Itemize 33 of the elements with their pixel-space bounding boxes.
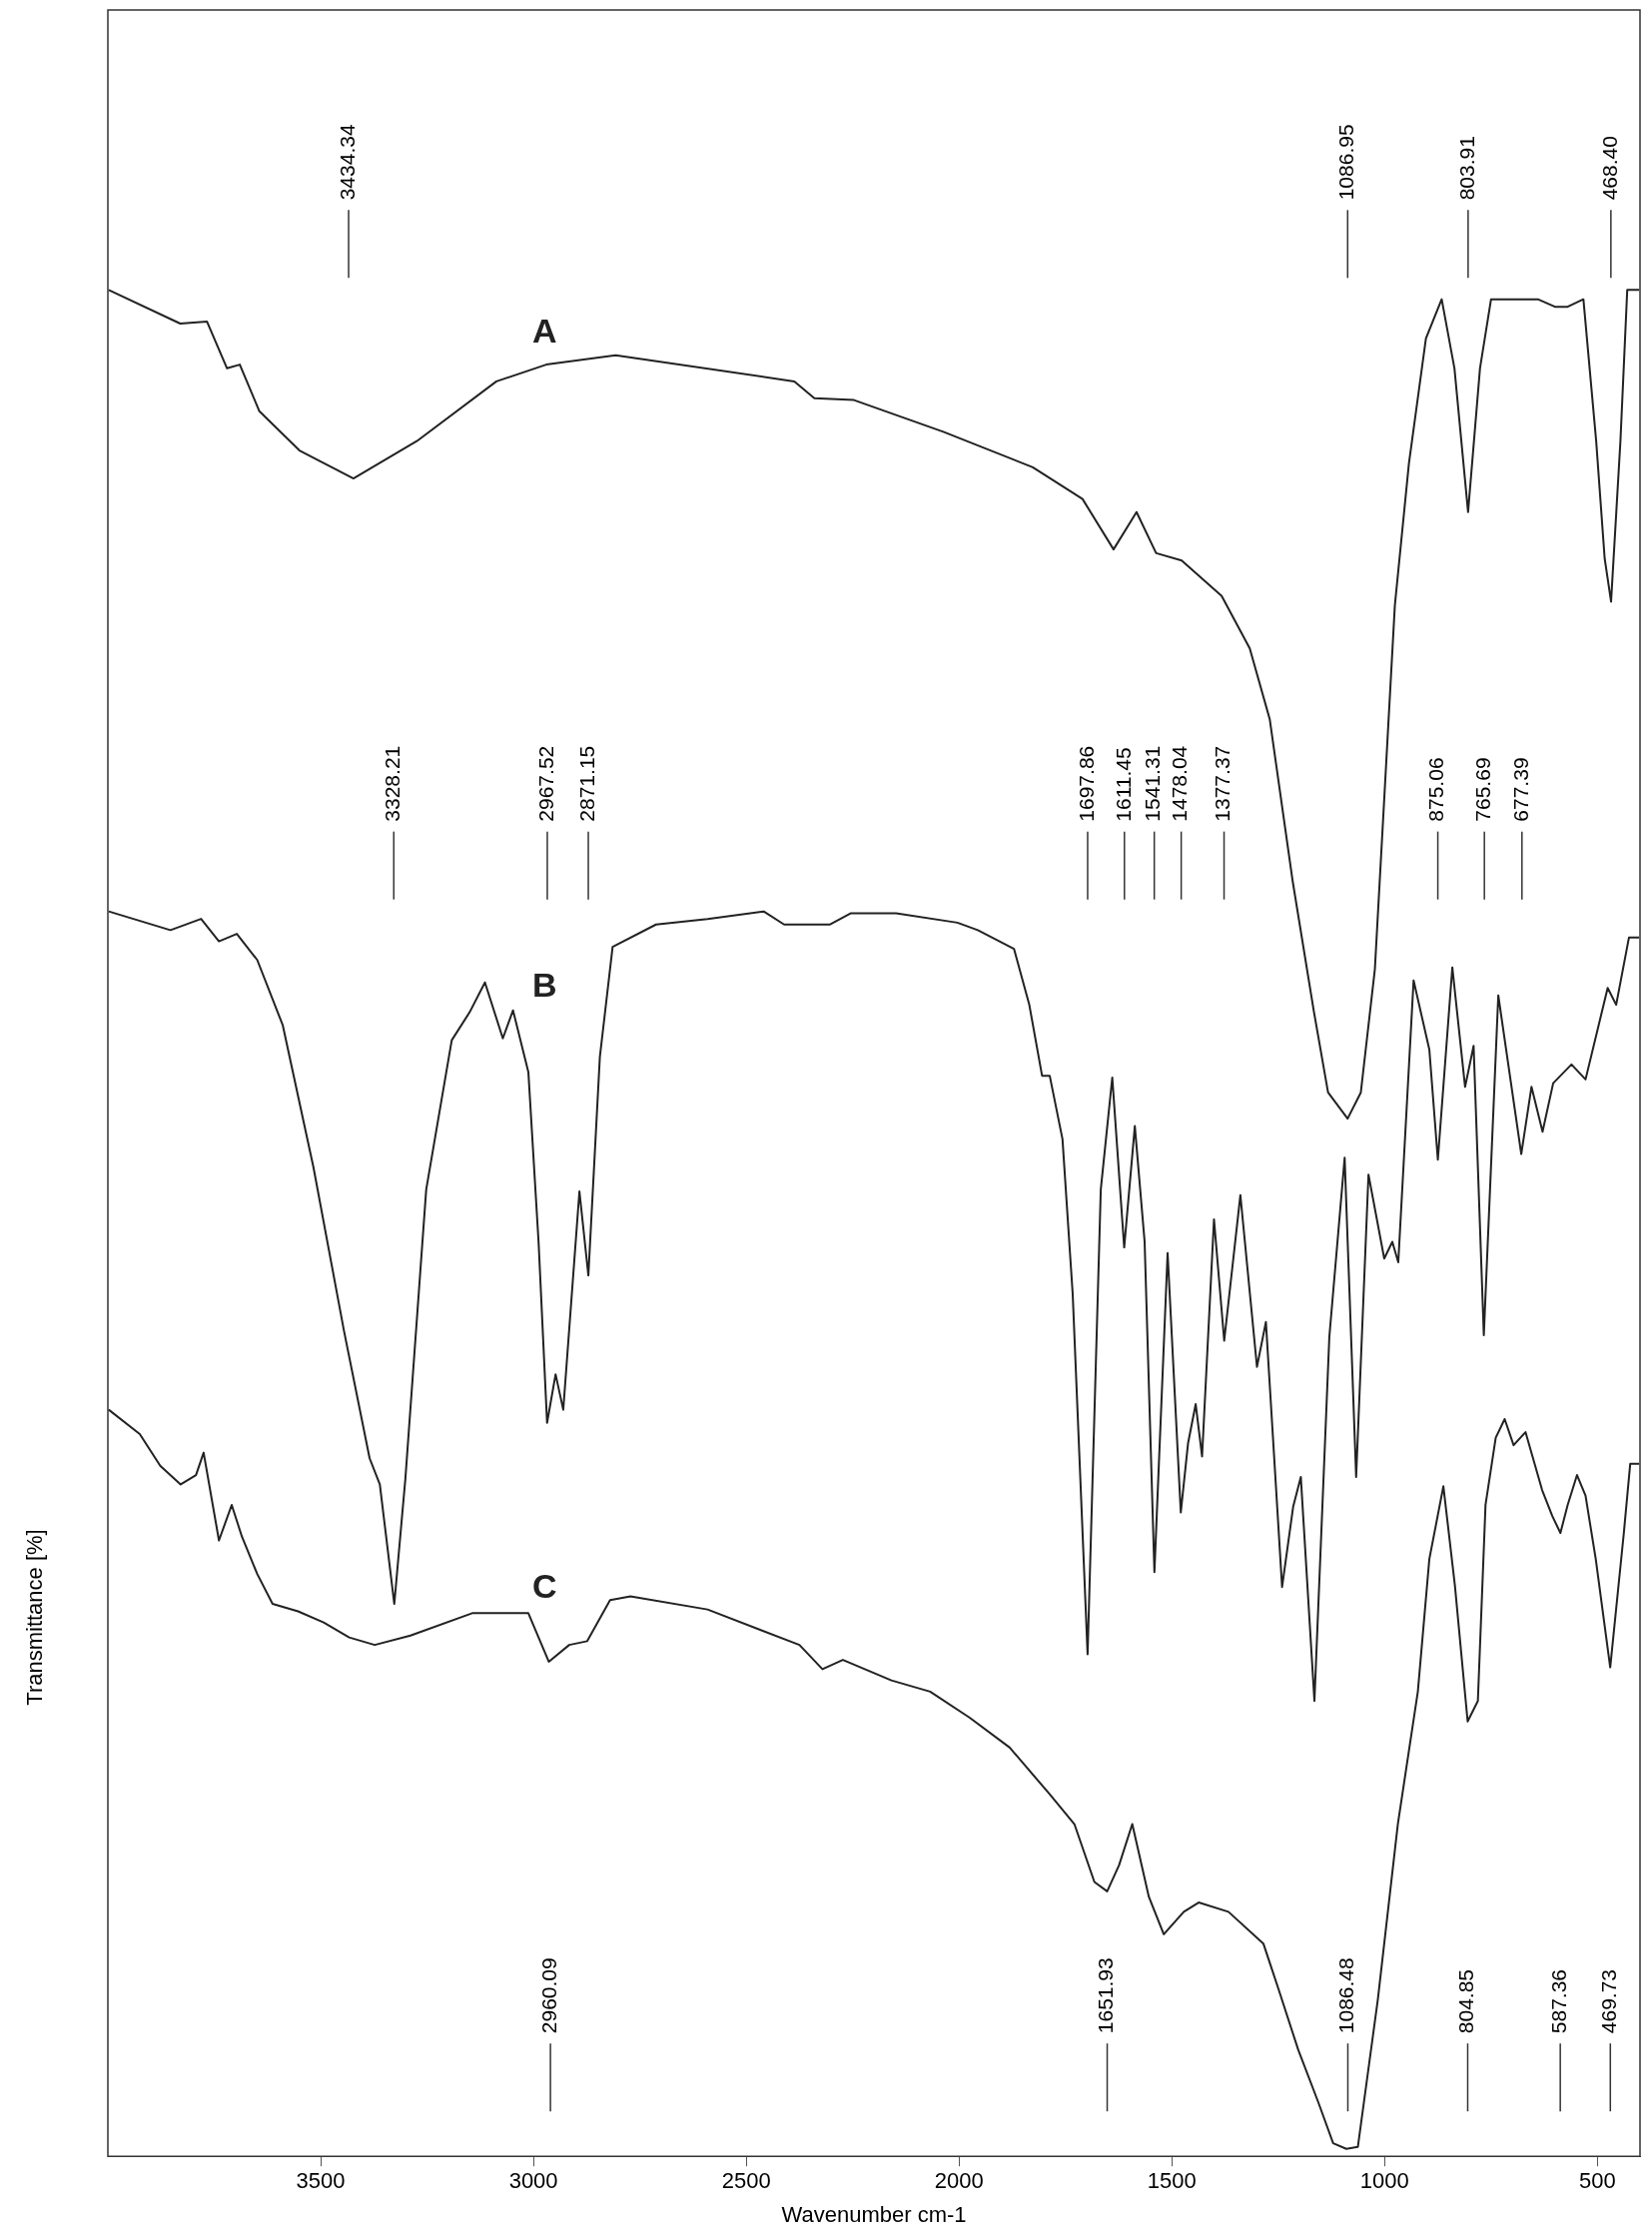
annotation: 3328.21 [381, 745, 405, 822]
series-label: B [531, 966, 557, 1005]
annotation: 1377.37 [1211, 745, 1235, 822]
x-tick-label: 2000 [934, 2168, 984, 2194]
x-tick-label: 1500 [1147, 2168, 1197, 2194]
x-tick-label: 3000 [508, 2168, 558, 2194]
text: 803.91 [1454, 136, 1478, 201]
annotation: 765.69 [1470, 757, 1494, 822]
annotation: 469.73 [1597, 1968, 1621, 2034]
series-label: A [531, 311, 557, 350]
annotation: 2871.15 [574, 745, 598, 822]
annotation: 804.85 [1454, 1968, 1478, 2034]
annotation: 587.36 [1546, 1968, 1570, 2034]
annotation: 1086.48 [1334, 1957, 1358, 2034]
text: 3434.34 [335, 124, 359, 201]
y-axis-title: Transmittance [%] [22, 1529, 48, 1706]
annotation: 2967.52 [533, 745, 557, 822]
text: 468.40 [1597, 136, 1621, 201]
annotation: 875.06 [1424, 757, 1448, 822]
annotation: 2960.09 [536, 1957, 560, 2034]
x-tick-label: 500 [1579, 2168, 1616, 2194]
series-label: C [531, 1566, 557, 1605]
x-tick-label: 2500 [721, 2168, 771, 2194]
x-axis-title: Wavenumber cm-1 [781, 2201, 967, 2227]
annotation: 677.39 [1508, 757, 1532, 822]
x-tick-label: 3500 [296, 2168, 346, 2194]
x-tick-label: 1000 [1359, 2168, 1409, 2194]
annotation: 1541.31 [1141, 745, 1165, 822]
annotation: 1478.04 [1168, 745, 1192, 822]
annotation: 1651.93 [1094, 1957, 1118, 2034]
annotation: 1697.86 [1074, 745, 1098, 822]
text: 1086.95 [1334, 124, 1358, 201]
annotation: 1611.45 [1111, 747, 1135, 822]
